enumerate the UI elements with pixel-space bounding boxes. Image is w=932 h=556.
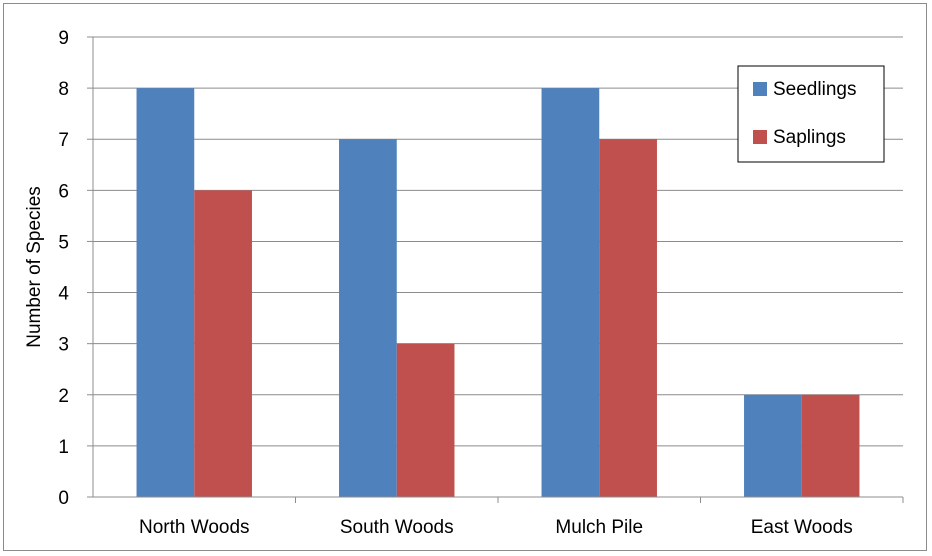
- bar-saplings-mulch-pile: [599, 139, 657, 497]
- bar-saplings-south-woods: [396, 343, 455, 497]
- bar-saplings-east-woods: [801, 394, 860, 497]
- bar-seedlings-east-woods: [744, 394, 802, 497]
- x-tick-labels: North Woods South Woods Mulch Pile East Woo…: [139, 517, 853, 538]
- y-tick-label: 3: [58, 335, 69, 356]
- x-tick-label: North Woods: [139, 517, 250, 538]
- y-tick-label: 4: [58, 284, 69, 305]
- bar-saplings-north-woods: [194, 190, 252, 498]
- y-tick-label: 1: [58, 437, 69, 458]
- y-tick-labels: 0 1 2 3 4 5 6 7 8 9: [58, 28, 69, 509]
- bar-seedlings-south-woods: [339, 139, 397, 497]
- y-tick-label: 5: [58, 232, 69, 253]
- y-tick-label: 7: [58, 130, 69, 151]
- legend-label-saplings: Saplings: [773, 127, 846, 148]
- y-tick-label: 8: [58, 79, 69, 100]
- axes: [92, 37, 903, 498]
- legend-swatch-seedlings: [753, 82, 767, 96]
- y-tick-label: 2: [58, 386, 69, 407]
- legend-label-seedlings: Seedlings: [773, 79, 856, 100]
- y-tick-label: 6: [58, 181, 69, 202]
- x-tick-label: East Woods: [751, 517, 853, 538]
- legend: Seedlings Saplings: [737, 65, 885, 163]
- y-axis-title: Number of Species: [24, 186, 45, 348]
- bar-seedlings-north-woods: [136, 88, 195, 497]
- y-tick-label: 0: [58, 488, 69, 509]
- bar-seedlings-mulch-pile: [541, 88, 600, 497]
- legend-items: Seedlings Saplings: [753, 79, 856, 148]
- x-tick-label: South Woods: [340, 517, 454, 538]
- x-tick-label: Mulch Pile: [555, 517, 643, 538]
- y-tick-label: 9: [58, 28, 69, 49]
- bars: [136, 88, 860, 498]
- legend-swatch-saplings: [753, 130, 767, 144]
